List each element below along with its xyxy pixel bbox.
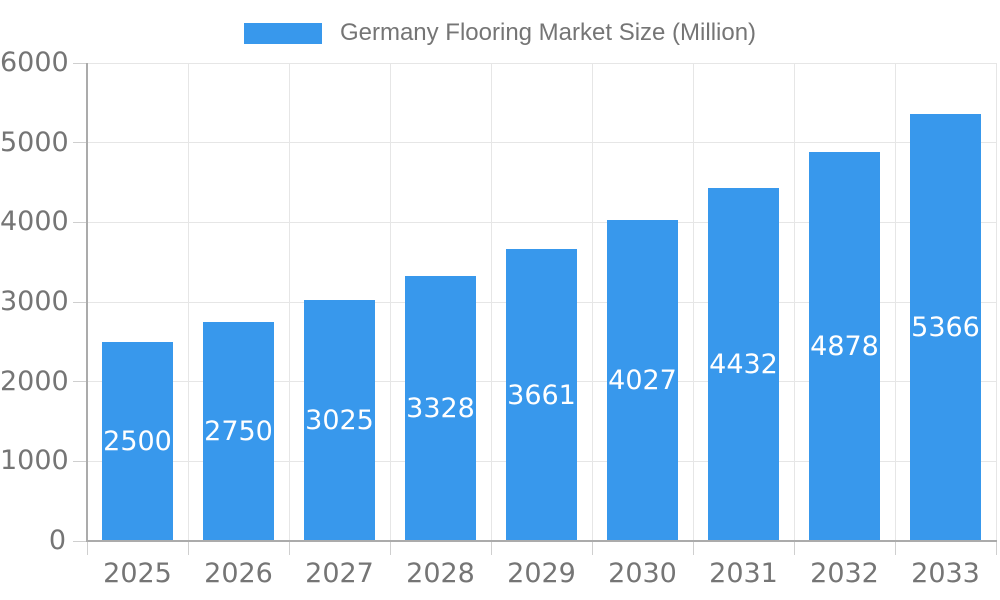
bar-2028[interactable]: 3328 [405, 275, 476, 541]
h-gridline [87, 62, 996, 64]
y-axis-tick [73, 540, 87, 542]
bar-2025[interactable]: 2500 [102, 341, 173, 541]
bar-2029[interactable]: 3661 [506, 249, 577, 541]
v-gridline [894, 63, 896, 541]
y-axis-tick [73, 142, 87, 144]
legend-item[interactable]: Germany Flooring Market Size (Million) [0, 20, 1000, 46]
x-tick-label: 2028 [406, 558, 475, 589]
x-tick-label: 2029 [507, 558, 576, 589]
v-gridline [692, 63, 694, 541]
bar-value-label: 4432 [709, 348, 778, 380]
h-gridline [87, 142, 996, 144]
bar-2031[interactable]: 4432 [708, 187, 779, 541]
v-gridline [389, 63, 391, 541]
bar-value-label: 4878 [810, 331, 879, 363]
x-axis-tick [490, 541, 492, 555]
y-tick-label: 6000 [0, 47, 69, 78]
y-tick-label: 0 [48, 525, 66, 556]
x-axis-tick [591, 541, 593, 555]
v-gridline [995, 63, 997, 541]
x-axis-tick [995, 541, 997, 555]
legend-swatch-icon [243, 22, 322, 44]
v-gridline [187, 63, 189, 541]
h-gridline [87, 221, 996, 223]
x-axis-tick [389, 541, 391, 555]
bar-2026[interactable]: 2750 [203, 321, 274, 541]
x-axis-tick [288, 541, 290, 555]
x-axis-tick [894, 541, 896, 555]
y-axis-tick [73, 381, 87, 383]
x-tick-label: 2030 [608, 558, 677, 589]
x-tick-label: 2033 [911, 558, 980, 589]
bar-2027[interactable]: 3025 [304, 300, 375, 541]
y-axis-line [86, 63, 88, 541]
y-axis-tick [73, 301, 87, 303]
x-tick-label: 2031 [709, 558, 778, 589]
x-tick-label: 2027 [305, 558, 374, 589]
bar-2033[interactable]: 5366 [910, 113, 981, 541]
x-tick-label: 2025 [103, 558, 172, 589]
x-axis-tick [793, 541, 795, 555]
bar-value-label: 3661 [507, 379, 576, 411]
y-axis-tick [73, 62, 87, 64]
y-tick-label: 1000 [0, 445, 69, 477]
x-tick-label: 2032 [810, 558, 879, 589]
bar-value-label: 3025 [305, 404, 374, 436]
v-gridline [490, 63, 492, 541]
x-axis-tick [692, 541, 694, 555]
v-gridline [591, 63, 593, 541]
bar-value-label: 3328 [406, 392, 475, 424]
bar-value-label: 2750 [204, 415, 273, 447]
x-axis-tick [187, 541, 189, 555]
bar-2030[interactable]: 4027 [607, 220, 678, 541]
y-axis-tick [73, 460, 87, 462]
y-tick-label: 5000 [0, 126, 69, 158]
v-gridline [793, 63, 795, 541]
y-tick-label: 4000 [0, 206, 69, 238]
bar-value-label: 2500 [103, 425, 172, 457]
y-axis-tick [73, 221, 87, 223]
bar-value-label: 5366 [911, 311, 980, 343]
legend-label: Germany Flooring Market Size (Million) [339, 19, 757, 46]
y-tick-label: 3000 [0, 286, 69, 317]
x-axis-line [86, 540, 997, 542]
bar-value-label: 4027 [608, 365, 677, 397]
v-gridline [288, 63, 290, 541]
y-tick-label: 2000 [0, 365, 69, 397]
bar-2032[interactable]: 4878 [809, 152, 880, 541]
x-tick-label: 2026 [204, 558, 273, 589]
x-axis-tick [86, 541, 88, 555]
